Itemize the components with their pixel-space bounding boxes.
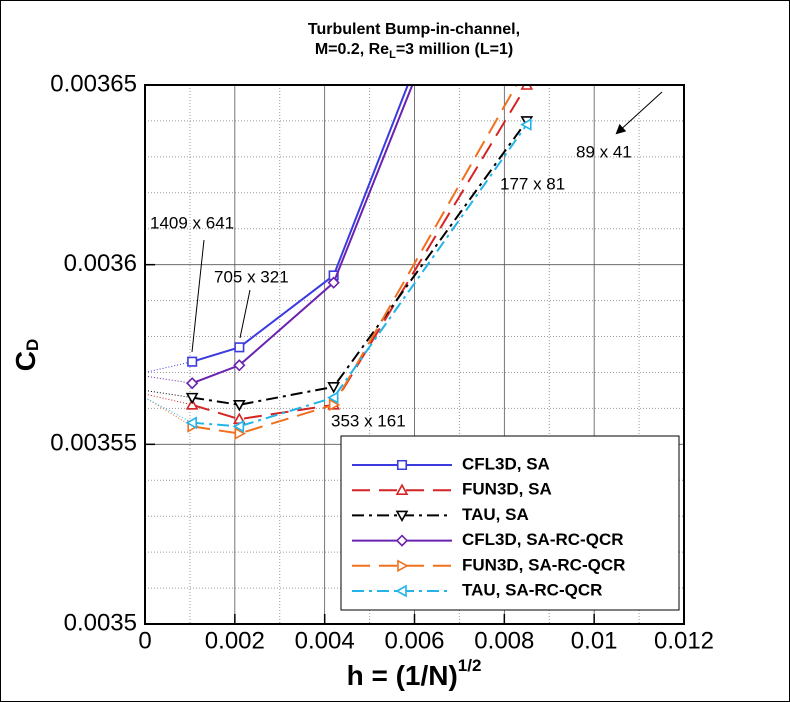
annotation: 705 x 321 (214, 267, 289, 286)
marker (233, 359, 246, 372)
legend-label: TAU, SA (462, 505, 529, 524)
legend-label: FUN3D, SA-RC-QCR (462, 555, 625, 574)
legend-marker (395, 483, 409, 496)
marker (327, 276, 340, 289)
extrapolation-line (145, 397, 193, 427)
annotation: 353 x 161 (331, 411, 406, 430)
series-line (191, 85, 528, 421)
x-tick-label: 0.008 (474, 627, 534, 654)
annotation: 177 x 81 (500, 174, 565, 193)
title-part: M=0.2, Re (315, 41, 389, 58)
extrapolation-line (145, 389, 193, 399)
x-axis-label: h = (1/N)1/2 (347, 656, 482, 691)
extrapolation-line (145, 375, 193, 384)
x-tick-label: 0.004 (295, 627, 355, 654)
marker (186, 377, 199, 390)
x-tick-label: 0 (138, 627, 151, 654)
marker (327, 391, 339, 404)
series-line (191, 85, 409, 363)
extrapolation-line (145, 393, 193, 406)
annotation-line (239, 289, 251, 339)
marker (185, 398, 199, 410)
legend-marker (395, 510, 409, 523)
y-label-sub: D (23, 339, 42, 351)
annotation-line (191, 239, 205, 353)
legend-marker (397, 559, 409, 573)
y-axis-label: CD (10, 339, 42, 372)
series-line (192, 120, 528, 406)
plot-frame (144, 84, 685, 625)
x-label-part: h = (1/N) (347, 660, 458, 691)
marker (520, 118, 532, 131)
legend-label: CFL3D, SA (462, 454, 550, 473)
x-tick-label: 0.012 (654, 627, 714, 654)
legend-marker (396, 459, 408, 471)
marker (232, 420, 245, 433)
y-tick-label: 0.0035 (64, 609, 137, 636)
marker (234, 427, 246, 440)
marker (327, 382, 341, 394)
x-tick-label: 0.002 (205, 627, 265, 654)
chart-title: Turbulent Bump-in-channel, (308, 21, 520, 38)
x-tick-label: 0.01 (571, 627, 618, 654)
series-line (191, 85, 414, 385)
legend-label: TAU, SA-RC-QCR (462, 580, 602, 599)
marker (328, 398, 341, 412)
legend-marker (395, 584, 407, 598)
legend-label: CFL3D, SA-RC-QCR (462, 530, 624, 549)
x-tick-label: 0.006 (384, 627, 444, 654)
marker (232, 400, 246, 412)
x-label-sup: 1/2 (458, 656, 482, 675)
title-part: =3 million (L=1) (396, 41, 513, 58)
annotation: 1409 x 641 (150, 213, 234, 232)
chart-title: M=0.2, ReL=3 million (L=1) (315, 41, 513, 61)
y-label-part: C (10, 351, 41, 371)
annotation-line (615, 91, 663, 135)
title-sub: L (389, 49, 396, 61)
marker (234, 342, 245, 353)
y-tick-label: 0.00365 (50, 70, 137, 97)
series-line (192, 85, 518, 435)
annotation: 89 x 41 (576, 142, 632, 161)
extrapolation-line (145, 361, 193, 373)
legend-label: FUN3D, SA (462, 480, 552, 499)
marker (185, 392, 199, 405)
y-tick-label: 0.0036 (64, 250, 137, 277)
y-tick-label: 0.00355 (50, 430, 137, 457)
marker (185, 416, 197, 430)
marker (187, 356, 198, 367)
legend-marker (395, 534, 409, 547)
